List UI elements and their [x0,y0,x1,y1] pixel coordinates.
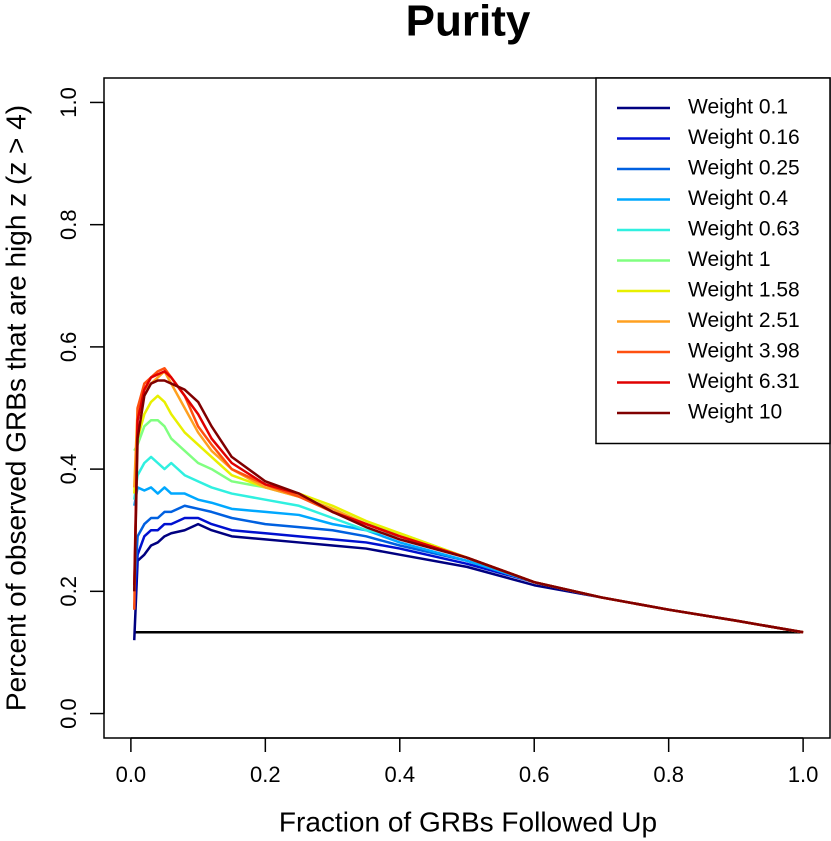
x-tick-label: 0.2 [250,762,281,787]
series-line [133,379,804,634]
y-tick-label: 0.2 [56,576,81,607]
x-tick-label: 0.4 [384,762,415,787]
legend-label: Weight 0.16 [688,126,800,149]
series-line [133,418,804,634]
legend-label: Weight 0.4 [688,187,788,210]
series-line [133,522,804,641]
legend-label: Weight 2.51 [688,309,800,332]
x-tick-label: 0.8 [653,762,684,787]
legend-label: Weight 1.58 [688,279,800,302]
series-line [133,486,804,634]
series-line [133,455,804,634]
x-axis-title: Fraction of GRBs Followed Up [279,806,657,837]
series-line [133,504,804,634]
y-tick-label: 0.0 [56,698,81,729]
y-tick-label: 0.6 [56,332,81,363]
chart-title: Purity [406,0,531,46]
legend-label: Weight 1 [688,248,771,271]
x-tick-label: 0.0 [116,762,147,787]
y-axis-title: Percent of observed GRBs that are high z… [0,105,31,711]
legend-label: Weight 6.31 [688,370,800,393]
legend-label: Weight 3.98 [688,340,800,363]
y-tick-label: 0.4 [56,454,81,485]
legend-label: Weight 0.25 [688,157,800,180]
x-tick-label: 1.0 [788,762,819,787]
legend-label: Weight 0.63 [688,218,800,241]
y-tick-label: 0.8 [56,209,81,240]
legend-label: Weight 10 [688,401,782,424]
legend-label: Weight 0.1 [688,96,788,119]
x-tick-label: 0.6 [519,762,550,787]
y-tick-label: 1.0 [56,87,81,118]
